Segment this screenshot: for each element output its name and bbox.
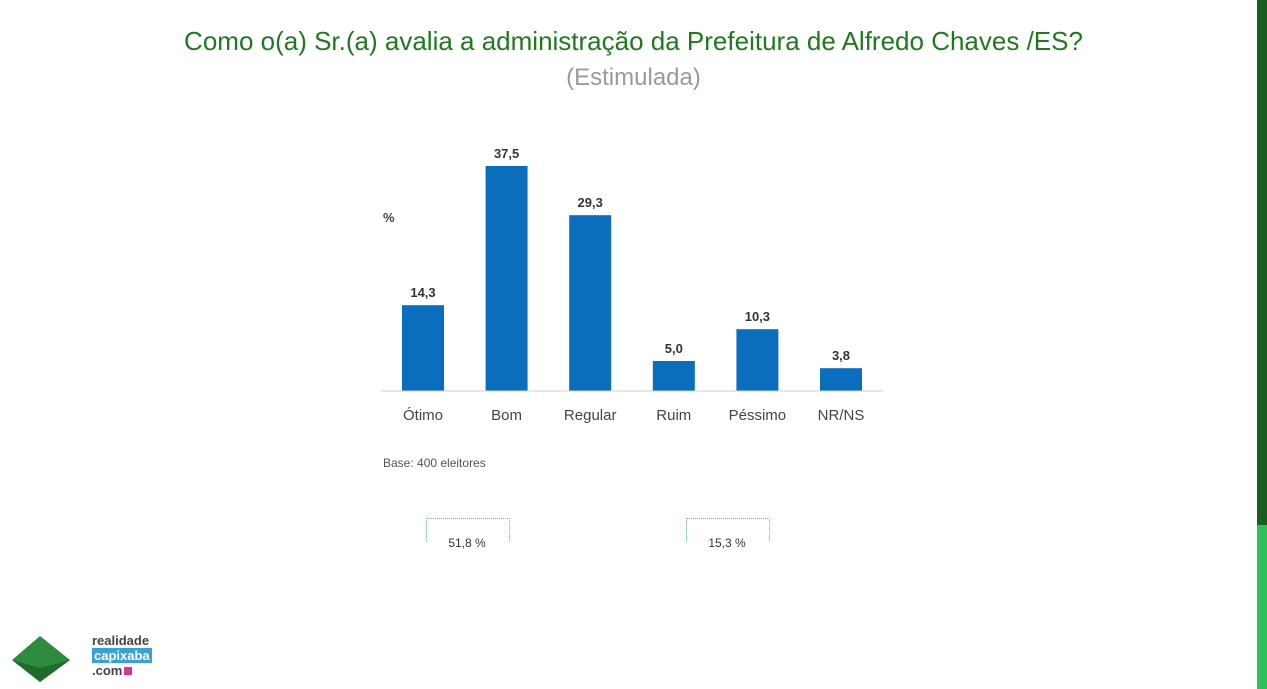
category-label-1: Bom: [491, 407, 522, 424]
bar-value-label-4: 10,3: [745, 309, 770, 324]
bar-0: [402, 305, 444, 391]
side-accent-light: [1257, 525, 1267, 689]
brand-dot: [124, 667, 133, 675]
base-note: Base: 400 eleitores: [383, 456, 486, 470]
bar-1: [485, 166, 528, 391]
chart-title: Como o(a) Sr.(a) avalia a administração …: [184, 26, 1083, 56]
bar-3: [652, 361, 695, 391]
bars-group: 14,3 Ótimo 37,5 Bom 29,3 Regular 5,0 Ruim 10,3 Pé…: [402, 146, 864, 424]
category-label-5: NR/NS: [818, 407, 865, 424]
bar-value-label-3: 5,0: [665, 341, 683, 356]
bar-value-label-5: 3,8: [832, 348, 850, 363]
brand-line2: capixaba: [92, 648, 152, 663]
y-axis-label: %: [383, 210, 395, 225]
category-label-4: Péssimo: [729, 407, 787, 424]
group-bracket-negative: [686, 518, 770, 541]
group-bracket-positive: [426, 518, 510, 541]
brand-logo-icon: [12, 636, 70, 682]
chart-subtitle: (Estimulada): [566, 64, 701, 91]
category-label-3: Ruim: [656, 407, 691, 424]
bar-5: [820, 368, 862, 391]
side-accent-dark: [1257, 0, 1267, 525]
bar-2: [569, 215, 612, 391]
category-label-0: Ótimo: [403, 407, 443, 424]
group-label-positive: 51,8 %: [448, 536, 486, 550]
bar-value-label-0: 14,3: [410, 285, 435, 300]
bar-value-label-1: 37,5: [494, 146, 519, 161]
group-label-negative: 15,3 %: [708, 536, 746, 550]
brand-wordmark: realidade capixaba .com: [92, 633, 152, 678]
category-label-2: Regular: [564, 407, 617, 424]
bar-value-label-2: 29,3: [578, 195, 603, 210]
bar-4: [736, 329, 779, 391]
brand-line3: .com: [92, 663, 123, 678]
brand-line1: realidade: [92, 633, 150, 648]
